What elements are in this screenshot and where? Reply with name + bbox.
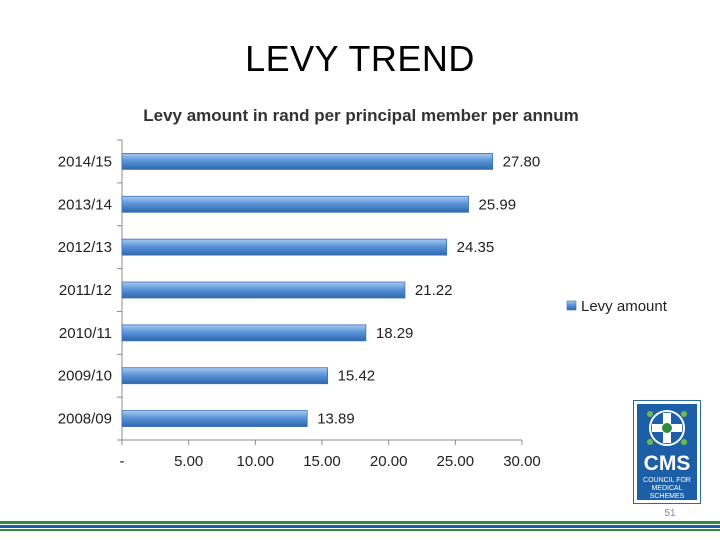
x-tick-label: 10.00 bbox=[237, 453, 275, 470]
chart-bars: 27.80 25.99 24.35 21.22 18.29 15.42 13.89 bbox=[121, 153, 541, 428]
data-label: 15.42 bbox=[338, 368, 376, 385]
x-tick-label: - bbox=[120, 453, 125, 470]
data-label: 13.89 bbox=[317, 411, 355, 428]
category-label: 2013/14 bbox=[58, 196, 112, 213]
chart-axes: - 5.00 10.00 15.00 20.00 25.00 30.00 2014/15 201… bbox=[58, 139, 541, 470]
category-label: 2010/11 bbox=[59, 325, 112, 342]
category-label: 2009/10 bbox=[58, 368, 112, 385]
x-tick-label: 30.00 bbox=[503, 453, 541, 470]
cms-emblem-icon bbox=[647, 410, 687, 446]
bar bbox=[121, 195, 469, 213]
chart-title: Levy amount in rand per principal member… bbox=[143, 106, 578, 125]
bar bbox=[121, 410, 308, 427]
category-label: 2008/09 bbox=[58, 411, 112, 428]
cms-logo: CMS COUNCIL FOR MEDICAL SCHEMES bbox=[633, 400, 701, 504]
category-label: 2014/15 bbox=[58, 153, 112, 170]
bar bbox=[121, 281, 406, 299]
bar bbox=[121, 367, 329, 385]
x-tick-label: 20.00 bbox=[370, 453, 408, 470]
data-label: 18.29 bbox=[376, 325, 414, 342]
bar bbox=[121, 238, 448, 256]
x-tick-label: 5.00 bbox=[174, 453, 203, 470]
data-label: 21.22 bbox=[415, 282, 453, 299]
chart-legend: Levy amount bbox=[566, 298, 668, 315]
bar bbox=[121, 153, 494, 170]
page-number: 51 bbox=[664, 508, 676, 519]
bar bbox=[121, 324, 367, 342]
footer-line-green bbox=[0, 521, 720, 524]
data-label: 27.80 bbox=[503, 153, 541, 170]
x-tick-label: 15.00 bbox=[303, 453, 341, 470]
data-label: 24.35 bbox=[457, 239, 495, 256]
category-label: 2012/13 bbox=[58, 239, 112, 256]
legend-label: Levy amount bbox=[581, 298, 668, 315]
logo-subtext: COUNCIL FOR MEDICAL SCHEMES bbox=[643, 477, 691, 500]
category-label: 2011/12 bbox=[59, 282, 112, 299]
legend-swatch bbox=[566, 300, 577, 311]
footer-line-green-thin bbox=[0, 529, 720, 531]
cms-logo-panel: CMS COUNCIL FOR MEDICAL SCHEMES bbox=[637, 404, 697, 500]
x-tick-label: 25.00 bbox=[437, 453, 475, 470]
data-label: 25.99 bbox=[479, 196, 517, 213]
footer-line-blue bbox=[0, 525, 720, 528]
slide-title: LEVY TREND bbox=[245, 38, 475, 79]
logo-cms-text: CMS bbox=[643, 452, 691, 475]
